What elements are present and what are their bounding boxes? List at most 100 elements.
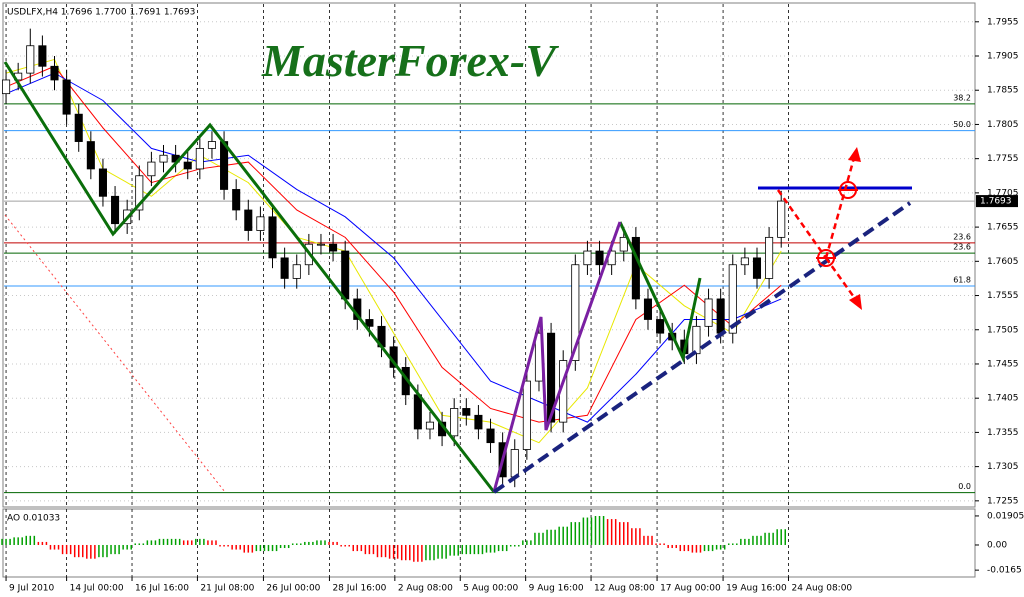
x-tick-label: 17 Aug 00:00 [660,584,721,594]
candle-body [510,449,519,478]
y-tick-label: 1.7855 [987,86,1019,96]
level-label: 23.6 [953,232,971,241]
y-tick-label: 1.7705 [987,188,1019,198]
candle-body [74,113,83,142]
candle-body [462,408,471,416]
y-tick-label: 1.7755 [987,154,1019,164]
y-tick-label: 1.7955 [987,17,1019,27]
level-label: 61.8 [953,275,971,284]
x-tick-label: 9 Aug 16:00 [529,584,584,594]
level-label: 23.6 [953,243,971,252]
candle-body [159,154,168,163]
x-tick-label: 24 Aug 08:00 [791,584,852,594]
chart-title: MasterForex-V [261,35,559,86]
arrow [824,257,858,301]
candle-body [547,332,556,423]
candle-body [280,257,289,279]
forecast-arrows [776,157,858,301]
candle-body [704,298,713,327]
y-tick-label: 0.00 [987,540,1007,550]
candle-body [98,168,107,197]
level-label: 38.2 [953,93,971,102]
candle-body [111,195,120,225]
x-tick-label: 19 Aug 16:00 [726,584,787,594]
candle-body [728,264,737,334]
candle-body [474,414,483,430]
candle-body [740,257,749,266]
candle-body [341,250,350,300]
price-label: 1.7693 [980,197,1012,207]
candle-body [147,161,156,177]
arrow [776,189,828,259]
y-tick-label: 1.7455 [987,359,1019,369]
x-tick-label: 5 Aug 00:00 [463,584,518,594]
candle-body [522,380,531,450]
candle-body [450,408,459,437]
moving-average [5,65,782,423]
candle-body [183,161,192,170]
candle-body [26,45,35,74]
x-tick-label: 9 Jul 2010 [9,584,54,594]
candle-body [232,189,241,211]
y-tick-label: 1.7655 [987,223,1019,233]
x-tick-label: 21 Jul 08:00 [200,584,254,594]
price-box [976,195,1018,208]
x-tick-label: 2 Aug 08:00 [398,584,453,594]
y-tick-label: 1.7605 [987,257,1019,267]
candle-body [777,200,786,238]
candle-body [716,298,725,334]
candle-body [656,319,665,334]
candle-body [425,421,435,430]
y-tick-label: -0.0165 [987,566,1022,576]
y-tick-label: 1.7305 [987,462,1019,472]
candle-body [38,45,47,67]
y-tick-label: 1.7905 [987,52,1019,62]
candle-body [207,141,216,149]
candle-body [631,236,640,300]
candle-body [571,264,580,361]
candle-body [486,428,495,444]
header: USDLFX,H4 1.7696 1.7700 1.7691 1.7693 [7,8,195,18]
y-tick-label: 0.01905 [987,511,1024,521]
candle-body [329,243,338,252]
candle-body [62,79,71,115]
candle-body [316,243,325,246]
candle-body [692,325,701,355]
arrow-head [849,294,862,310]
candle-body [2,79,11,95]
candle-body [619,236,628,252]
y-tick-label: 1.7405 [987,394,1019,404]
candle-body [365,319,374,327]
level-label: 0.0 [958,482,971,491]
y-tick-label: 1.7505 [987,325,1019,335]
x-tick-label: 14 Jul 00:00 [70,584,124,594]
target-circles [816,181,858,267]
x-tick-label: 26 Jul 00:00 [266,584,320,594]
candle-body [244,209,253,231]
y-tick-label: 1.7355 [987,428,1019,438]
main-frame [2,2,976,508]
candle-body [292,264,301,279]
candle-body [752,257,762,279]
y-tick-label: 1.7255 [987,496,1019,506]
y-tick-label: 1.7805 [987,120,1019,130]
level-label: 50.0 [953,120,971,129]
arrow [824,157,856,259]
ao-label: AO 0.01033 [7,514,60,524]
x-tick-label: 12 Aug 08:00 [594,584,655,594]
candle-body [595,250,604,266]
zigzag-green [3,61,496,493]
candle-body [413,394,422,430]
candle-body [765,236,774,279]
ao-frame [2,508,976,578]
zigzag-green [618,221,702,363]
moving-average [5,72,782,423]
zigzag-purple [492,221,622,493]
y-tick-label: 1.7555 [987,291,1019,301]
support-line [492,201,912,494]
candle-body [50,65,59,81]
candle-body [86,141,95,170]
x-tick-label: 16 Jul 16:00 [135,584,189,594]
